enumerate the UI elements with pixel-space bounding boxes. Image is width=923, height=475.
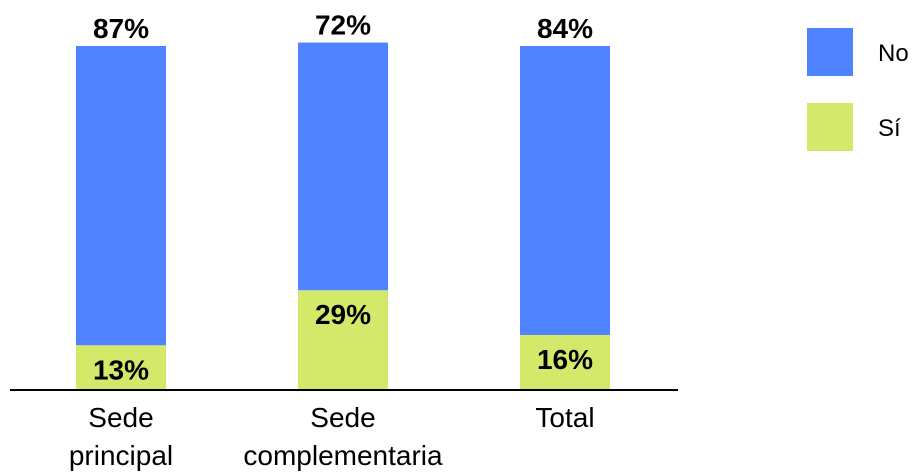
value-label-no-0: 87% [93,13,149,44]
legend-swatch-no [807,28,853,76]
legend-label-si: Sí [878,115,901,142]
value-label-si-1: 29% [315,299,371,330]
category-labels-group: Sede principal Sede complementaria Total [69,402,595,471]
bar-si-0 [76,345,166,390]
bar-si-1 [298,290,388,390]
legend: No Sí [807,28,909,151]
bar-no-0 [76,46,166,346]
bars-group [76,42,610,390]
value-labels-group: 13% 87% 29% 72% 16% 84% [93,10,593,386]
bar-no-1 [298,42,388,291]
value-label-si-0: 13% [93,354,149,385]
legend-label-no: No [878,40,909,67]
category-label-0-line-1: principal [69,440,173,471]
category-label-0-line-0: Sede [88,402,153,433]
category-label-1-line-1: complementaria [243,440,443,471]
category-label-1-line-0: Sede [310,402,375,433]
category-label-2-line-0: Total [535,402,594,433]
bar-si-2 [520,334,610,390]
value-label-no-1: 72% [315,10,371,41]
bar-no-2 [520,46,610,335]
value-label-no-2: 84% [537,13,593,44]
value-label-si-2: 16% [537,344,593,375]
legend-swatch-si [807,103,853,151]
